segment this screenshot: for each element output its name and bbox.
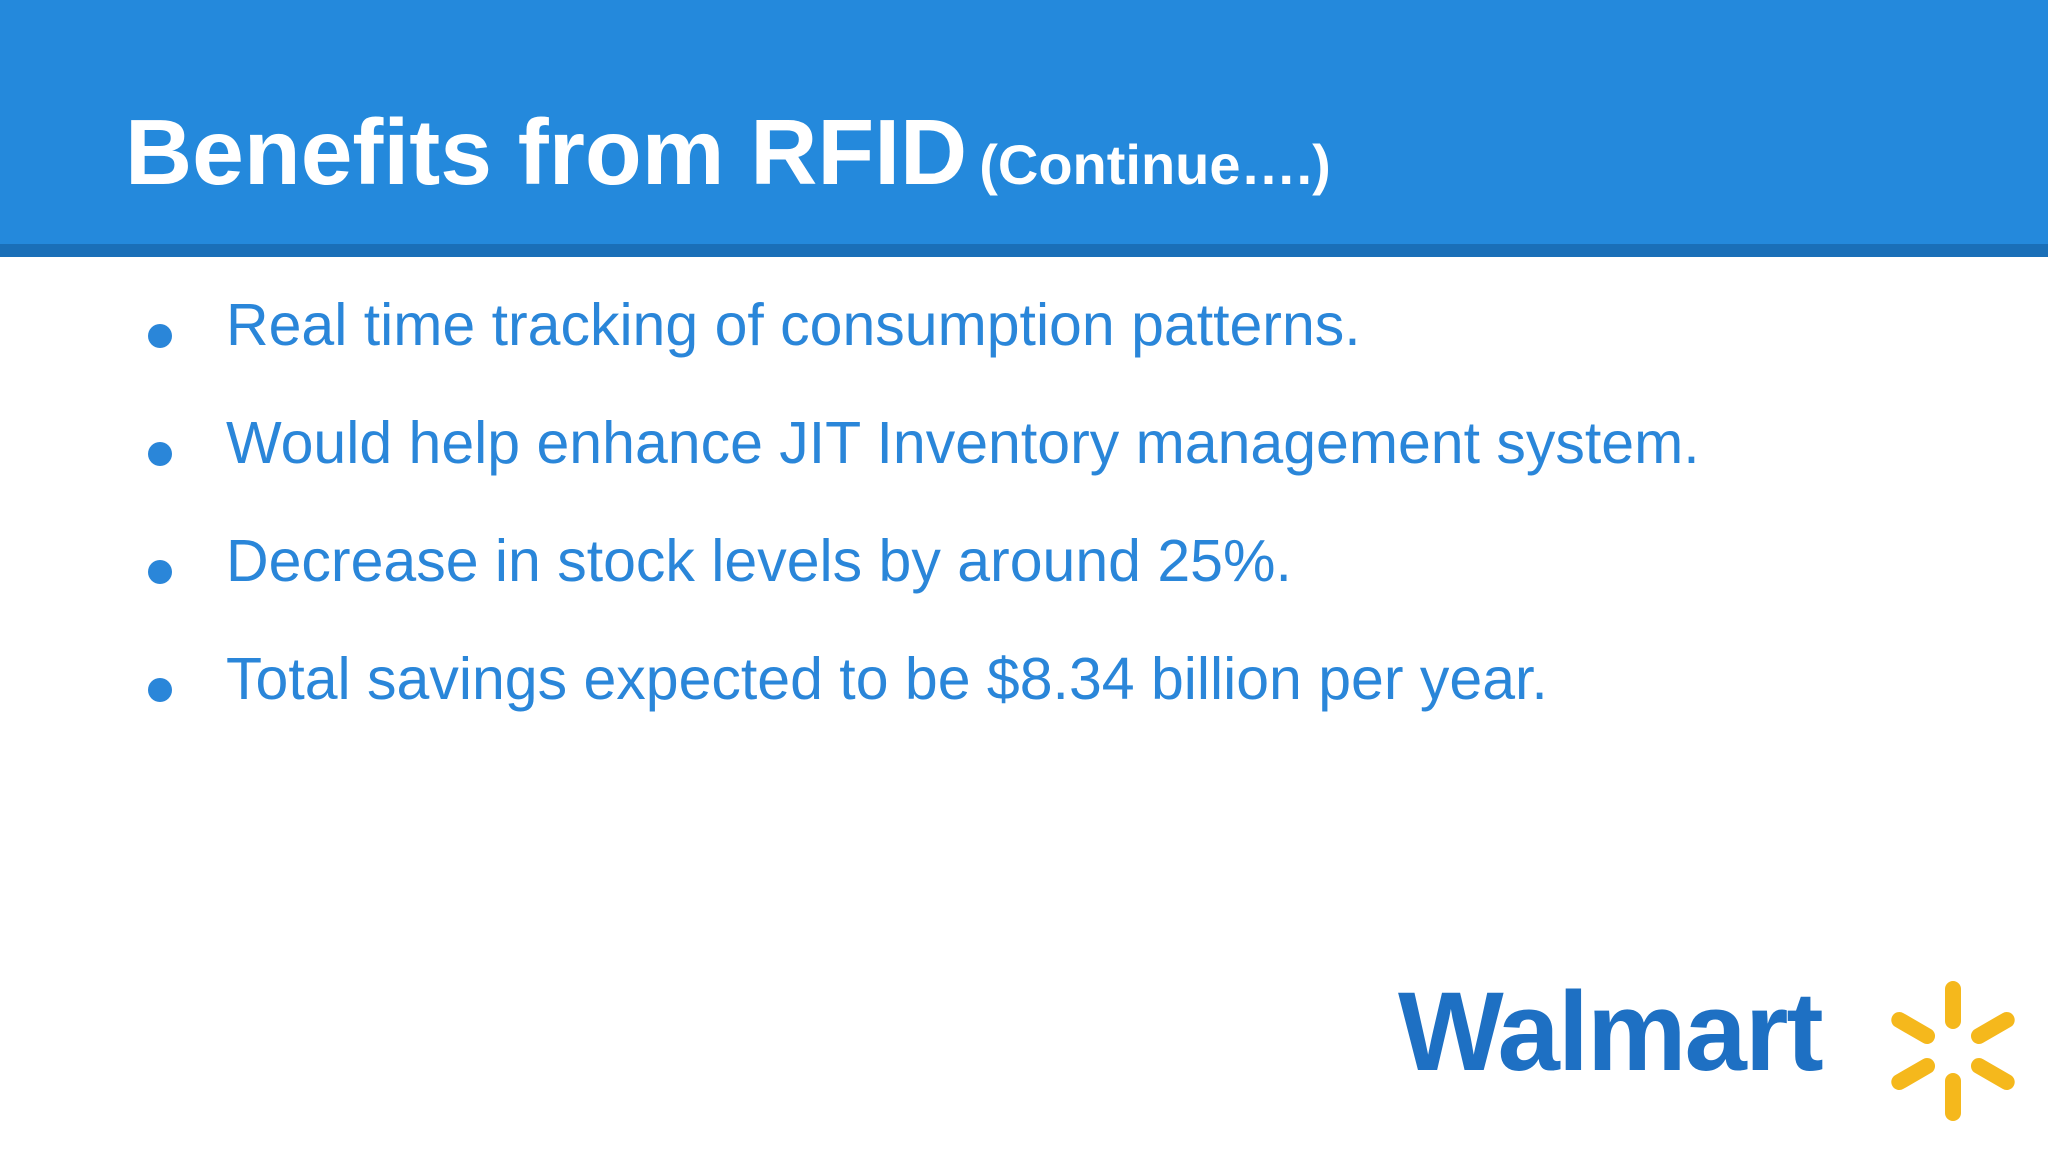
- bullet-text: Total savings expected to be $8.34 billi…: [226, 646, 1548, 712]
- bullet-text: Real time tracking of consumption patter…: [226, 292, 1361, 358]
- slide-title-main: Benefits from RFID: [125, 100, 968, 204]
- bullet-dot-icon: [148, 442, 172, 466]
- bullet-text: Decrease in stock levels by around 25%.: [226, 528, 1292, 594]
- slide-title: Benefits from RFID (Continue….): [125, 106, 1331, 199]
- logo-wordmark: Walmart: [1398, 969, 1824, 1094]
- walmart-logo: Walmart: [1398, 976, 2028, 1126]
- title-bar: Benefits from RFID (Continue….): [0, 0, 2048, 257]
- bullet-dot-icon: [148, 560, 172, 584]
- walmart-spark-icon: [1891, 981, 2015, 1121]
- bullet-text: Would help enhance JIT Inventory managem…: [226, 410, 1700, 476]
- bullet-dot-icon: [148, 324, 172, 348]
- slide-title-suffix: (Continue….): [979, 133, 1331, 196]
- bullet-dot-icon: [148, 678, 172, 702]
